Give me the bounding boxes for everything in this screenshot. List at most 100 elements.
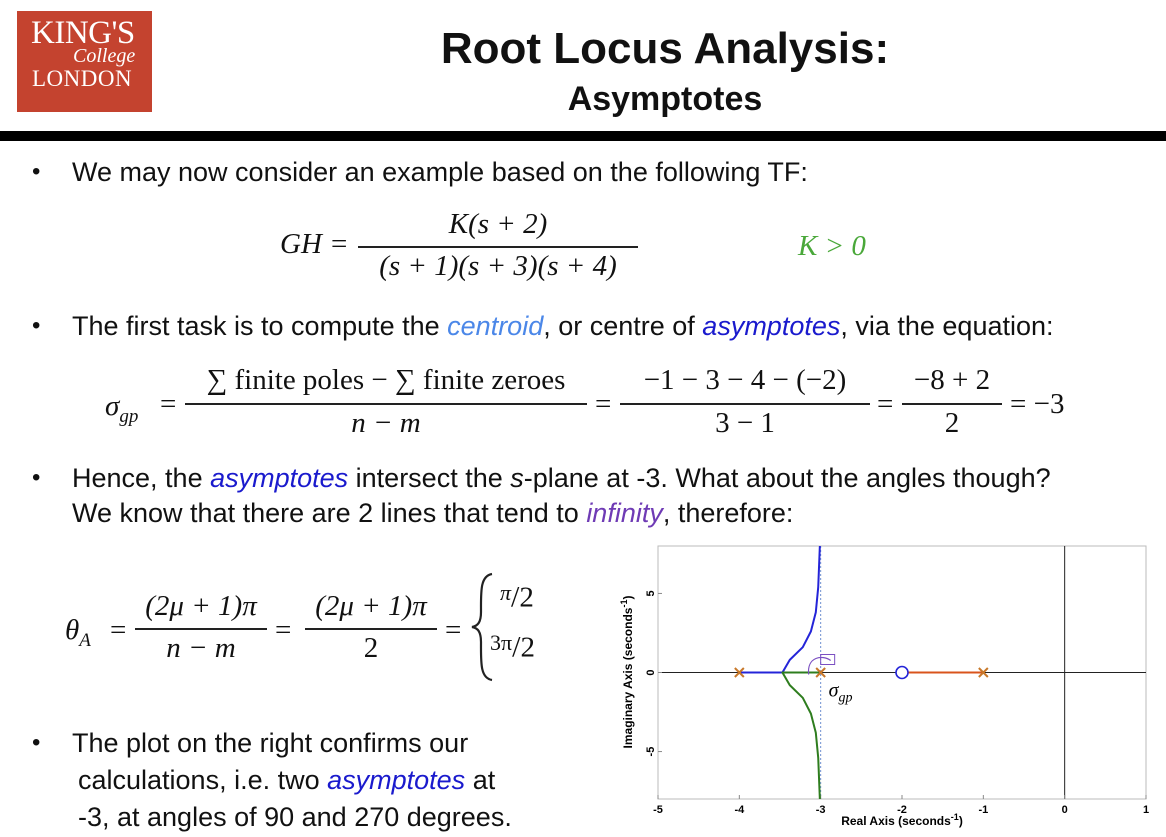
angle-lhs: θA	[65, 614, 91, 652]
header-divider	[0, 131, 1166, 141]
centroid-sigma: σ	[105, 390, 120, 422]
term-infinity: infinity	[586, 498, 663, 528]
tf-denominator: (s + 1)(s + 3)(s + 4)	[379, 250, 617, 282]
right-angle-marker	[820, 654, 836, 665]
bullet-marker: •	[32, 158, 41, 185]
centroid-f3-bar	[902, 403, 1002, 405]
bullet-2-post: , via the equation:	[840, 311, 1054, 341]
pole-marker	[815, 667, 826, 678]
bullet-4-line-1: The plot on the right confirms our	[72, 728, 469, 758]
bullet-2-text: The first task is to compute the centroi…	[72, 309, 1054, 343]
term-centroid: centroid	[447, 311, 544, 341]
angle-f2-denominator: 2	[363, 632, 379, 664]
case1-slash: /	[511, 580, 520, 614]
logo-line-college: College	[73, 45, 136, 67]
bullet-marker: •	[32, 729, 41, 756]
bullet-1-text: We may now consider an example based on …	[72, 157, 808, 187]
bullet-3-post: -plane at -3. What about the angles thou…	[523, 463, 1051, 493]
slide-title: Root Locus Analysis:	[440, 24, 890, 73]
centroid-f1-denominator: n − m	[351, 407, 421, 439]
bullet-4-line-3: -3, at angles of 90 and 270 degrees.	[78, 802, 512, 832]
equals-sign: =	[445, 614, 462, 646]
bullet-2-mid: , or centre of	[543, 311, 703, 341]
angle-f1-bar	[135, 628, 267, 630]
tf-lhs: GH =	[280, 228, 349, 260]
angle-f2-bar	[305, 628, 437, 630]
y-axis-label-close: )	[621, 596, 635, 600]
bullet-3-line-2: We know that there are 2 lines that tend…	[72, 496, 793, 530]
bullet-3-l2-post: , therefore:	[662, 498, 794, 528]
x-tick-label: -1	[978, 804, 988, 816]
y-axis-label-sup: -1	[619, 600, 629, 608]
locus-branch-upper	[739, 545, 821, 674]
case1-denominator: 2	[519, 581, 534, 614]
case2-denominator: 2	[520, 631, 535, 664]
angle-arc	[808, 656, 832, 675]
case2-numerator: 3π	[490, 630, 513, 655]
angle-f1-denominator: n − m	[166, 632, 236, 664]
angle-f2-numerator: (2μ + 1)π	[315, 590, 427, 622]
bullet-3-pre: Hence, the	[72, 463, 211, 493]
bullet-4-line-2: calculations, i.e. two asymptotes at	[78, 763, 495, 797]
equals-sign: =	[595, 388, 612, 420]
x-tick-label: 0	[1062, 804, 1068, 816]
pole-stroke	[734, 667, 745, 678]
term-asymptotes: asymptotes	[702, 311, 841, 341]
bullet-marker: •	[32, 312, 41, 339]
case2-slash: /	[512, 630, 521, 664]
x-axis-label-sup: -1	[951, 812, 959, 822]
centroid-annotation-sigma: σ	[829, 680, 840, 702]
bullet-3-l2-pre: We know that there are 2 lines that tend…	[72, 498, 587, 528]
bullet-3-line-1: Hence, the asymptotes intersect the s-pl…	[72, 461, 1051, 495]
centroid-f1-numerator: ∑ finite poles − ∑ finite zeroes	[206, 364, 566, 396]
equals-sign: =	[110, 614, 127, 646]
gain-condition: K > 0	[798, 230, 866, 262]
bullet-4-post: at	[465, 765, 496, 795]
equals-sign: =	[160, 388, 177, 420]
zero-marker	[895, 665, 909, 680]
root-locus-plot: -5 -4 -3 -2 -1 0 1-505 Real Axis (seconds-1) I…	[619, 545, 1149, 828]
bullet-3-mid: intersect the	[348, 463, 511, 493]
y-axis-label-text: Imaginary Axis (seconds	[621, 607, 635, 748]
x-tick-label: -5	[653, 804, 663, 816]
centroid-f1-bar	[185, 403, 587, 405]
left-brace	[471, 572, 493, 682]
angle-f1-numerator: (2μ + 1)π	[145, 590, 257, 622]
centroid-f2-numerator: −1 − 3 − 4 − (−2)	[643, 364, 847, 396]
bullet-4-pre: calculations, i.e. two	[78, 765, 328, 795]
centroid-annotation: σgp	[829, 680, 853, 706]
tf-numerator: K(s + 2)	[448, 208, 548, 240]
bullet-marker: •	[32, 464, 41, 491]
x-tick-label: -2	[897, 804, 907, 816]
centroid-annotation-sub: gp	[839, 691, 853, 706]
centroid-f2-bar	[620, 403, 870, 405]
angle-subscript: A	[79, 629, 91, 651]
logo-line-kings: KING'S	[31, 15, 135, 51]
term-s: s	[510, 463, 524, 493]
centroid-result: = −3	[1010, 388, 1065, 420]
case-pi-over-2: π/2	[500, 580, 534, 614]
equals-sign: =	[877, 388, 894, 420]
centroid-f2-denominator: 3 − 1	[715, 407, 775, 439]
y-tick-label: -5	[645, 747, 657, 757]
y-tick-label: 0	[645, 669, 657, 675]
bullet-2-pre: The first task is to compute the	[72, 311, 448, 341]
x-tick-label: -4	[734, 804, 745, 816]
tf-fraction-bar	[358, 246, 638, 248]
locus-branches	[739, 545, 984, 800]
tick-labels: -5 -4 -3 -2 -1 0 1 -5 0 5	[645, 590, 1149, 816]
centroid-f3-denominator: 2	[944, 407, 960, 439]
term-asymptotes: asymptotes	[327, 765, 466, 795]
x-axis-label-close: )	[959, 814, 963, 828]
x-axis-label: Real Axis (seconds-1)	[841, 812, 963, 828]
angle-theta: θ	[65, 614, 80, 646]
x-tick-label: -3	[816, 804, 826, 816]
equals-sign: =	[275, 614, 292, 646]
kings-college-logo: KING'S College LONDON	[17, 11, 152, 112]
case-3pi-over-2: 3π/2	[490, 630, 535, 664]
x-tick-label: 1	[1143, 804, 1149, 816]
centroid-lhs: σgp	[105, 390, 138, 428]
pole-stroke	[815, 667, 826, 678]
case1-numerator: π	[500, 580, 512, 605]
pole-marker	[734, 667, 745, 678]
